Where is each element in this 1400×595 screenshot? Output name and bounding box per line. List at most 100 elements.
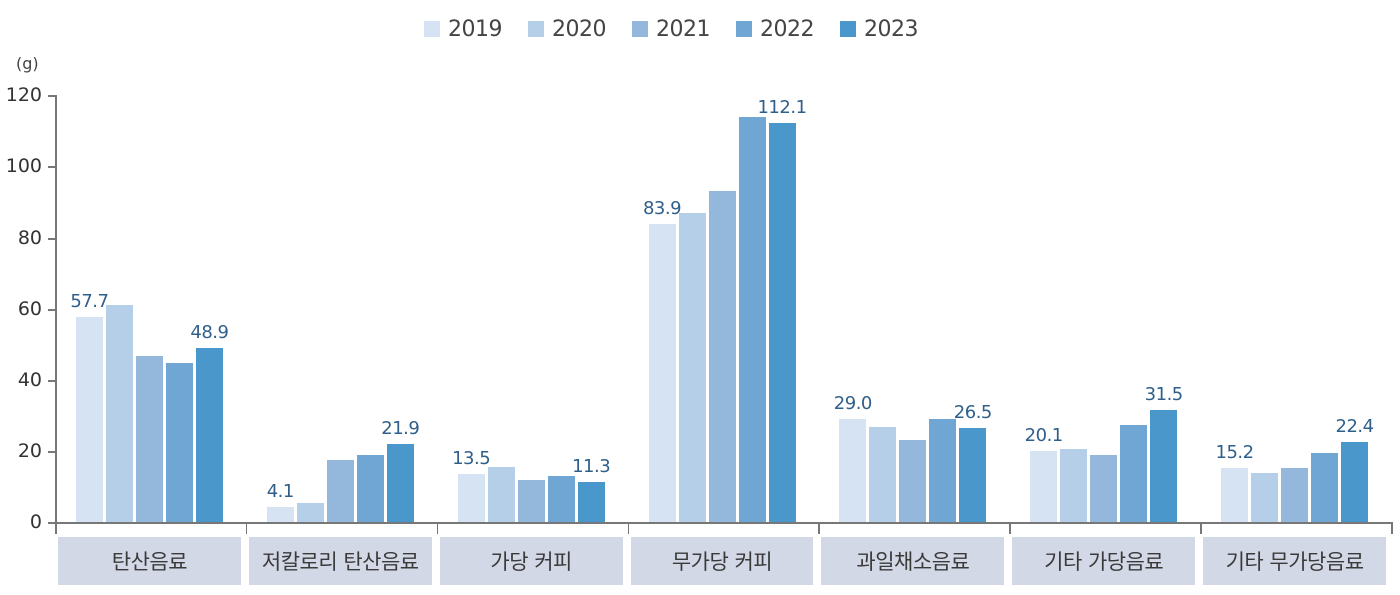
category-label-box: 저칼로리 탄산음료 <box>248 537 432 585</box>
legend-label: 2022 <box>760 16 815 42</box>
x-axis-separator <box>245 522 248 534</box>
bar-2023 <box>1150 410 1178 522</box>
bar-2020 <box>869 427 897 522</box>
category-label-box: 기타 가당음료 <box>1012 537 1196 585</box>
bar-2022 <box>738 117 766 522</box>
category-label: 과일채소음료 <box>856 550 970 574</box>
bar-2023 <box>959 427 987 522</box>
bar-2019 <box>457 474 485 522</box>
y-tick <box>48 380 55 382</box>
category-label-box: 기타 무가당음료 <box>1203 537 1386 585</box>
legend-swatch-icon <box>424 21 440 37</box>
data-label: 11.3 <box>572 455 611 477</box>
bar-2022 <box>165 362 193 522</box>
x-axis-separator <box>1200 522 1202 534</box>
data-label: 4.1 <box>266 481 295 503</box>
y-tick <box>48 95 55 97</box>
y-tick-label: 40 <box>17 369 42 391</box>
legend-item-2019: 2019 <box>424 16 503 42</box>
y-tick-label: 0 <box>29 511 42 533</box>
bar-2019 <box>648 223 676 522</box>
y-tick <box>48 309 55 311</box>
category-label-box: 무가당 커피 <box>630 537 814 585</box>
x-axis-separator <box>1391 522 1393 534</box>
legend-item-2023: 2023 <box>840 16 919 42</box>
data-label: 21.9 <box>381 418 420 440</box>
bar-2020 <box>1060 448 1088 522</box>
y-tick-label: 120 <box>5 84 42 106</box>
y-axis <box>55 95 57 523</box>
bar-2021 <box>899 439 927 522</box>
data-label: 57.7 <box>70 290 109 312</box>
y-tick <box>48 522 55 524</box>
bar-2019 <box>1030 450 1058 522</box>
bar-2023 <box>386 444 414 522</box>
category-label-box: 과일채소음료 <box>821 537 1005 585</box>
y-tick-label: 20 <box>17 440 42 462</box>
x-axis <box>55 522 1391 524</box>
legend-label: 2023 <box>864 16 919 42</box>
bar-2021 <box>326 460 354 522</box>
bar-2021 <box>1281 467 1309 522</box>
category-label-box: 탄산음료 <box>58 537 241 585</box>
bar-2021 <box>135 355 163 522</box>
bar-2019 <box>75 316 103 522</box>
category-label: 저칼로리 탄산음료 <box>261 550 419 574</box>
y-tick <box>48 238 55 240</box>
bar-2022 <box>1120 424 1148 522</box>
data-label: 15.2 <box>1215 441 1255 463</box>
bar-2019 <box>1221 467 1249 522</box>
data-label: 20.1 <box>1024 424 1064 446</box>
y-tick <box>48 166 55 168</box>
data-label: 112.1 <box>757 97 807 119</box>
legend-label: 2020 <box>552 16 607 42</box>
bar-2022 <box>356 455 384 522</box>
category-label: 가당 커피 <box>490 550 572 574</box>
legend-swatch-icon <box>840 21 856 37</box>
legend-label: 2021 <box>656 16 711 42</box>
x-axis-separator <box>436 522 439 534</box>
x-axis-separator <box>818 522 820 534</box>
data-label: 26.5 <box>953 401 993 423</box>
legend-item-2021: 2021 <box>632 16 711 42</box>
legend: 2019 2020 2021 2022 2023 <box>424 14 944 44</box>
bar-2023 <box>768 123 796 522</box>
bar-2020 <box>678 212 706 522</box>
legend-swatch-icon <box>632 21 648 37</box>
bar-2022 <box>929 418 957 522</box>
bar-2020 <box>105 305 133 522</box>
bar-2023 <box>1341 442 1369 522</box>
bar-2023 <box>577 481 605 522</box>
bar-2021 <box>517 480 545 522</box>
category-label: 기타 무가당음료 <box>1225 550 1364 574</box>
bar-2020 <box>1251 472 1279 522</box>
bar-2022 <box>547 476 575 522</box>
legend-swatch-icon <box>736 21 752 37</box>
category-label-box: 가당 커피 <box>439 537 623 585</box>
legend-label: 2019 <box>448 16 503 42</box>
y-tick-label: 80 <box>17 227 42 249</box>
bar-2020 <box>296 503 324 522</box>
bar-2019 <box>266 507 294 522</box>
legend-item-2022: 2022 <box>736 16 815 42</box>
y-tick <box>48 451 55 453</box>
data-label: 22.4 <box>1335 416 1375 438</box>
bar-2021 <box>708 191 736 522</box>
y-tick-label: 100 <box>5 155 42 177</box>
x-axis-separator <box>55 522 57 534</box>
data-label: 29.0 <box>833 392 873 414</box>
legend-swatch-icon <box>528 21 544 37</box>
x-axis-separator <box>1009 522 1011 534</box>
data-label: 13.5 <box>452 448 491 469</box>
bar-2023 <box>195 348 223 522</box>
legend-item-2020: 2020 <box>528 16 607 42</box>
data-label: 31.5 <box>1144 384 1184 406</box>
category-label: 탄산음료 <box>111 550 188 574</box>
bar-2019 <box>839 418 867 522</box>
data-label: 83.9 <box>642 197 682 219</box>
bar-2022 <box>1311 453 1339 522</box>
y-tick-label: 60 <box>17 298 42 320</box>
data-label: 48.9 <box>190 322 229 344</box>
y-axis-unit-label: (g) <box>16 54 39 73</box>
bar-2021 <box>1090 454 1118 522</box>
